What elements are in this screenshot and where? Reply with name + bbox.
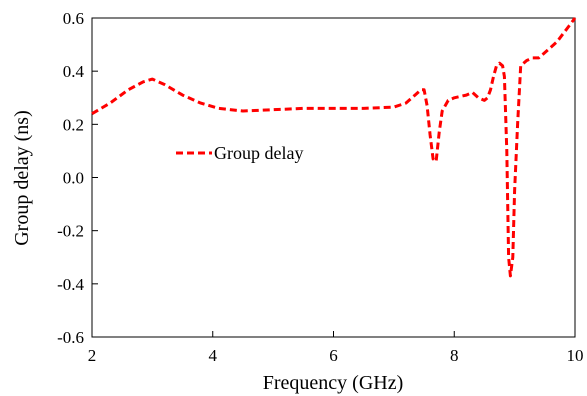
y-tick-label-0: -0.6 [57,328,84,347]
x-tick-label-2: 6 [329,346,338,365]
y-tick-label-5: 0.4 [63,62,85,81]
legend: Group delay [176,143,303,163]
y-tick-label-1: -0.4 [57,275,84,294]
series-line-0 [91,17,577,278]
x-axis-title: Frequency (GHz) [263,372,404,394]
x-tick-label-3: 8 [450,346,459,365]
y-tick-label-4: 0.2 [63,115,84,134]
y-axis-title: Group delay (ns) [11,110,33,246]
series-layer [91,17,577,278]
y-tick-label-2: -0.2 [57,222,84,241]
y-tick-label-6: 0.6 [63,9,84,28]
x-tick-label-4: 10 [567,346,584,365]
x-tick-label-1: 4 [209,346,218,365]
legend-label-group-delay: Group delay [214,143,303,163]
tick-labels-layer: 2 4 6 8 10 -0.6 -0.4 -0.2 0.0 0.2 0.4 0.6 [57,9,583,365]
y-tick-label-3: 0.0 [63,169,84,188]
ticks-layer [91,17,576,338]
x-tick-label-0: 2 [88,346,97,365]
